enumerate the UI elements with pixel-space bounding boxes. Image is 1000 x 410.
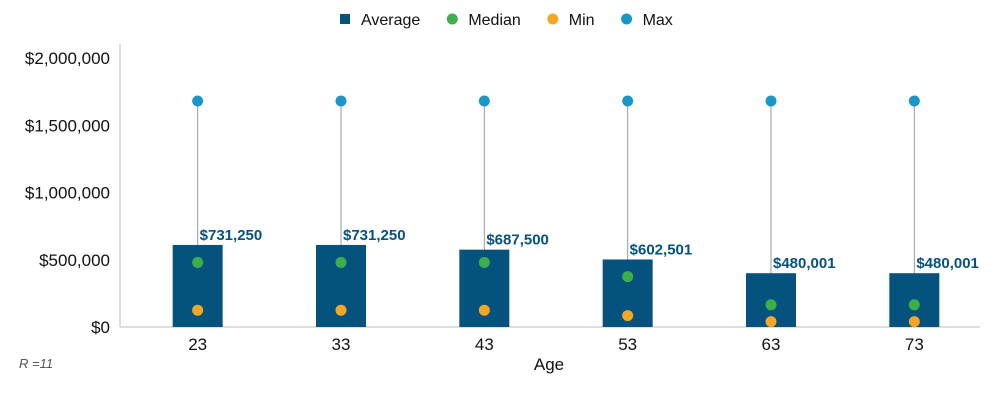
point-median — [192, 256, 204, 268]
point-median — [622, 271, 634, 283]
data-label-average: $731,250 — [343, 227, 406, 244]
y-tick-label: $1,500,000 — [25, 116, 110, 135]
point-max — [908, 95, 920, 107]
point-median — [478, 256, 490, 268]
legend-marker-min — [547, 13, 559, 25]
point-min — [908, 316, 920, 328]
legend-marker-average — [340, 14, 350, 24]
data-label-average: $480,001 — [773, 255, 836, 272]
points — [192, 95, 920, 328]
legend: Average Median Min Max — [340, 12, 673, 29]
data-label-average: $480,001 — [916, 255, 979, 272]
data-label-average: $731,250 — [200, 227, 263, 244]
x-tick-label: 33 — [332, 335, 351, 354]
axes — [119, 44, 980, 328]
point-min — [335, 304, 347, 316]
data-label-average: $602,501 — [630, 241, 693, 258]
legend-marker-median — [446, 13, 458, 25]
point-min — [192, 304, 204, 316]
whiskers — [197, 101, 915, 327]
y-tick-label: $2,000,000 — [25, 49, 110, 68]
point-median — [908, 299, 920, 311]
y-tick-label: $500,000 — [39, 251, 110, 270]
x-tick-label: 23 — [188, 335, 207, 354]
legend-label-average: Average — [361, 12, 420, 29]
point-median — [765, 299, 777, 311]
y-tick-label: $0 — [91, 318, 110, 337]
footnote: R =11 — [19, 356, 54, 371]
x-axis-ticks: 23 33 43 53 63 73 — [188, 335, 924, 354]
point-max — [765, 95, 777, 107]
point-median — [335, 256, 347, 268]
legend-marker-max — [621, 13, 633, 25]
legend-label-max: Max — [643, 12, 673, 29]
legend-label-median: Median — [468, 12, 520, 29]
x-tick-label: 63 — [762, 335, 781, 354]
x-tick-label: 53 — [618, 335, 637, 354]
point-min — [622, 310, 634, 322]
point-min — [478, 304, 490, 316]
y-axis-ticks: $0 $500,000 $1,000,000 $1,500,000 $2,000,000 — [25, 49, 110, 337]
point-max — [192, 95, 204, 107]
point-max — [335, 95, 347, 107]
point-max — [622, 95, 634, 107]
data-labels: $731,250 $731,250 $687,500 $602,501 $480,001… — [200, 227, 979, 272]
x-tick-label: 73 — [905, 335, 924, 354]
legend-label-min: Min — [569, 12, 595, 29]
data-label-average: $687,500 — [486, 232, 549, 249]
x-tick-label: 43 — [475, 335, 494, 354]
point-max — [478, 95, 490, 107]
y-tick-label: $1,000,000 — [25, 184, 110, 203]
x-axis-title: Age — [534, 355, 564, 374]
point-min — [765, 316, 777, 328]
